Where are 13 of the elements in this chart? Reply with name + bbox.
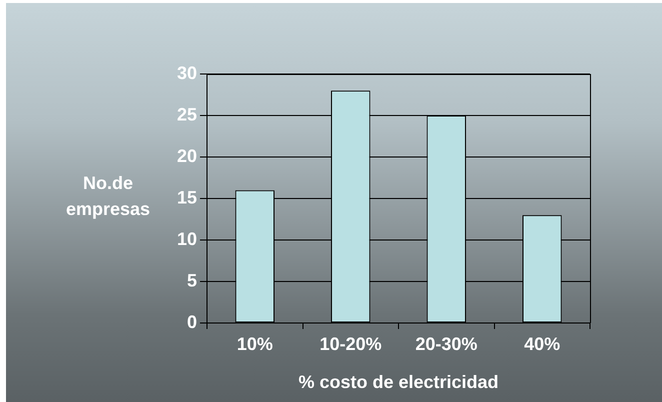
x-axis-title: % costo de electricidad (298, 372, 499, 392)
y-tick-label: 10 (176, 228, 197, 249)
y-tick-label: 25 (176, 104, 197, 124)
x-tick-label: 10% (236, 334, 273, 354)
x-tick-label: 10-20% (320, 334, 382, 354)
y-tick-label: 30 (176, 62, 197, 83)
y-tick-label: 15 (176, 187, 197, 208)
x-tick-label: 40% (524, 334, 560, 354)
y-tick-label: 5 (186, 270, 197, 290)
y-tick-label: 20 (176, 146, 197, 166)
y-axis-title: No.de empresas (64, 172, 152, 221)
y-tick-label: 0 (186, 312, 197, 332)
x-tick-label: 20-30% (415, 334, 478, 354)
